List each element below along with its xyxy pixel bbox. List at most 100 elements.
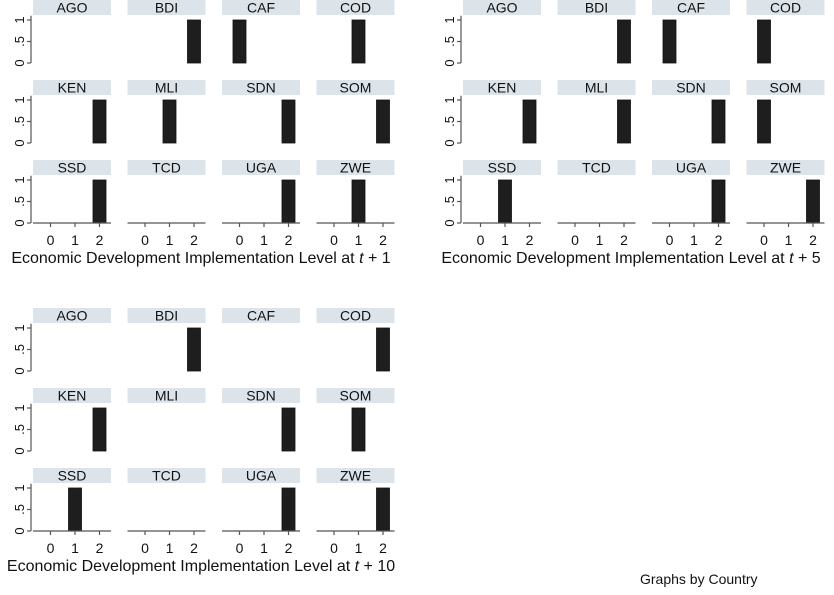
panel-strip [127, 308, 206, 323]
x-tick-label: 2 [526, 232, 534, 248]
panel-bdi: BDI [127, 308, 206, 372]
bar-zwe-2 [806, 179, 820, 224]
x-tick-label: 2 [96, 232, 104, 248]
panel-ken: KEN 0 .5 1 [12, 80, 111, 147]
panel-strip [222, 308, 300, 323]
x-tick-label: 2 [809, 232, 817, 248]
bar-cod-0 [757, 19, 771, 64]
x-tick-label: 1 [355, 232, 363, 248]
panel-ago: AGO 0 .5 1 [12, 308, 111, 375]
x-axis-title-suffix: + 10 [359, 558, 395, 575]
panel-strip [652, 160, 730, 175]
x-tick-label: 0 [47, 232, 55, 248]
y-tick-label: 1 [12, 324, 27, 331]
x-tick-label: 1 [596, 232, 604, 248]
x-tick-label: 0 [666, 232, 674, 248]
y-tick-label: 0 [442, 59, 457, 66]
x-tick-label: 1 [785, 232, 793, 248]
panel-title: MLI [585, 80, 608, 96]
panel-title: UGA [676, 160, 707, 176]
panel-strip [316, 80, 395, 95]
panel-sdn: SDN [222, 80, 300, 144]
panel-title: AGO [486, 0, 517, 16]
y-tick-label: 0 [12, 367, 27, 374]
bar-mli-2 [617, 99, 631, 144]
panel-strip [33, 468, 111, 483]
panel-mli: MLI [557, 80, 636, 144]
y-tick-label: .5 [442, 196, 457, 207]
y-tick-label: 1 [442, 176, 457, 183]
panel-strip [33, 388, 111, 403]
x-tick-label: 0 [236, 540, 244, 556]
panel-title: SOM [340, 80, 372, 96]
panel-som: SOM [746, 80, 825, 144]
bar-ssd-1 [68, 487, 82, 532]
panel-strip [557, 80, 636, 95]
x-axis-title: Economic Development Implementation Leve… [441, 250, 820, 267]
y-tick-label: 1 [442, 96, 457, 103]
panel-uga: UGA 0 1 2 [222, 160, 300, 248]
panel-title: COD [770, 0, 801, 16]
x-tick-label: 1 [71, 540, 79, 556]
y-tick-label: 0 [442, 139, 457, 146]
x-tick-label: 0 [236, 232, 244, 248]
panel-strip [222, 468, 300, 483]
bar-uga-2 [711, 179, 726, 224]
y-tick-label: 1 [12, 176, 27, 183]
y-tick-label: 0 [12, 527, 27, 534]
panel-title: SDN [246, 80, 276, 96]
x-tick-label: 0 [330, 232, 338, 248]
panel-strip [746, 80, 825, 95]
panel-strip [316, 160, 395, 175]
panel-caf: CAF [652, 0, 730, 64]
panel-title: MLI [155, 388, 178, 404]
panel-strip [463, 160, 541, 175]
x-tick-label: 2 [190, 540, 198, 556]
y-tick-label: 0 [12, 139, 27, 146]
panel-strip [127, 0, 206, 15]
panel-strip [746, 0, 825, 15]
x-tick-label: 2 [715, 232, 723, 248]
graphs-by-note: Graphs by Country [640, 571, 758, 587]
panel-ken: KEN 0 .5 1 [12, 388, 111, 455]
panel-title: ZWE [770, 160, 801, 176]
x-axis-title: Economic Development Implementation Leve… [11, 250, 390, 267]
panel-som: SOM [316, 388, 395, 452]
x-tick-label: 1 [501, 232, 509, 248]
x-tick-label: 2 [285, 232, 293, 248]
panel-title: SOM [340, 388, 372, 404]
bar-mli-1 [162, 99, 177, 144]
panel-cod: COD [316, 0, 395, 64]
panel-title: CAF [677, 0, 705, 16]
panel-title: SSD [58, 160, 87, 176]
panel-strip [127, 160, 206, 175]
y-tick-label: 1 [442, 16, 457, 23]
x-tick-label: 1 [260, 540, 268, 556]
x-axis-title: Economic Development Implementation Leve… [7, 558, 395, 575]
bar-caf-0 [232, 19, 247, 64]
panel-title: AGO [56, 0, 87, 16]
panel-strip [222, 80, 300, 95]
x-tick-label: 1 [690, 232, 698, 248]
x-axis-title-suffix: + 5 [794, 250, 821, 267]
bar-bdi-2 [187, 327, 201, 372]
x-tick-label: 2 [190, 232, 198, 248]
panel-strip [463, 0, 541, 15]
panel-strip [222, 0, 300, 15]
panel-title: BDI [585, 0, 608, 16]
x-tick-label: 0 [760, 232, 768, 248]
panel-bdi: BDI [557, 0, 636, 64]
panel-strip [746, 160, 825, 175]
panel-strip [316, 388, 395, 403]
y-tick-label: .5 [12, 196, 27, 207]
panel-title: BDI [155, 0, 178, 16]
x-tick-label: 1 [166, 540, 174, 556]
panel-title: SDN [246, 388, 276, 404]
bar-cod-2 [376, 327, 390, 372]
panel-strip [557, 160, 636, 175]
panel-caf: CAF [222, 308, 300, 324]
panel-title: KEN [58, 388, 87, 404]
